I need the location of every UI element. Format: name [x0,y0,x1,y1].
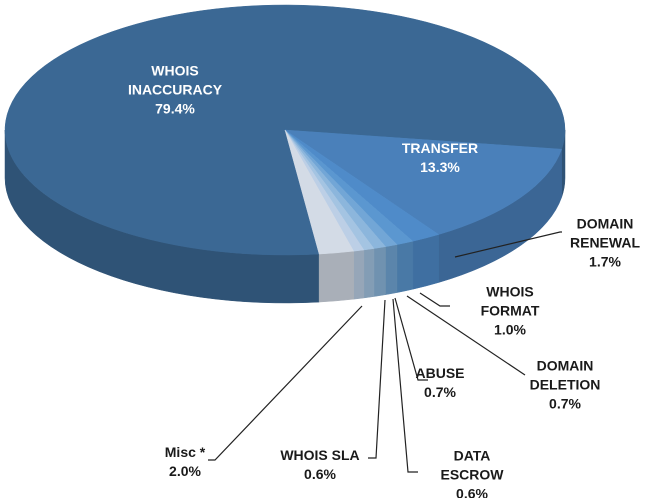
data-label: TRANSFER 13.3% [390,139,490,177]
leader-line [392,298,418,473]
label-text: TRANSFER [401,140,479,156]
label-text: Misc * [164,444,206,460]
pie-side [318,250,354,303]
label-text: DATA ESCROW [440,447,504,483]
pie-side [396,240,414,293]
data-label: DOMAIN RENEWAL 1.7% [555,215,646,272]
leader-line [394,297,428,381]
label-text: ABUSE [415,365,465,381]
data-label: Misc * 2.0% [160,443,210,481]
data-label: DOMAIN DELETION 0.7% [515,357,615,414]
pie-side [373,246,386,297]
label-text: 2.0% [169,463,201,479]
label-text: 0.7% [549,395,581,412]
label-text: 0.6% [304,466,336,482]
data-label: WHOIS SLA 0.6% [270,446,370,484]
data-label: WHOIS INACCURACY 79.4% [125,62,225,119]
pie-slice [284,129,355,255]
pie-side [385,244,398,295]
leader-line [368,299,386,459]
label-text: WHOIS SLA [280,447,360,463]
data-label: DATA ESCROW 0.6% [422,447,522,498]
data-label: ABUSE 0.7% [390,364,490,402]
data-label: WHOIS FORMAT 1.0% [460,283,560,340]
pie-side [353,249,365,300]
label-text: WHOIS INACCURACY [127,62,223,98]
leader-line [454,231,562,258]
label-text: 1.7% [589,253,621,270]
label-text: DOMAIN RENEWAL [570,215,640,251]
label-text: WHOIS FORMAT [480,283,540,319]
label-text: 79.4% [155,100,195,117]
pie-side [363,248,375,299]
leader-line [406,295,526,376]
pie-slice [284,129,563,235]
pie-side [412,234,439,290]
label-text: 13.3% [420,159,460,175]
label-text: 0.7% [424,384,456,400]
leader-line [208,305,363,461]
label-text: DOMAIN DELETION [529,357,601,393]
label-text: 0.6% [456,485,488,498]
label-text: 1.0% [494,321,526,338]
leader-line [419,292,450,307]
